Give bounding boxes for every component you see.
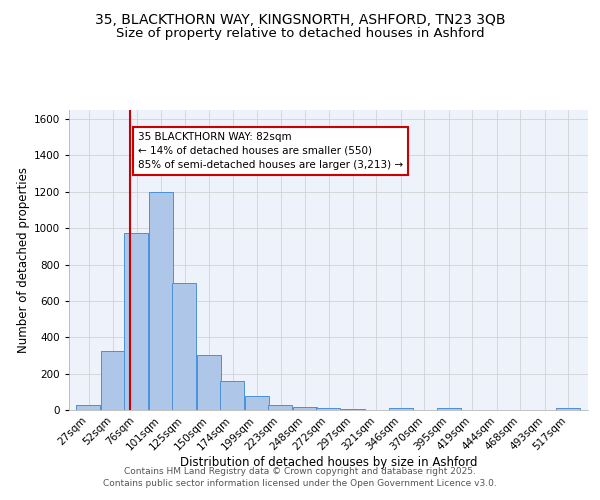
Bar — [76, 406, 100, 410]
Bar — [172, 282, 196, 410]
Text: 35 BLACKTHORN WAY: 82sqm
← 14% of detached houses are smaller (550)
85% of semi-: 35 BLACKTHORN WAY: 82sqm ← 14% of detach… — [138, 132, 403, 170]
Bar — [556, 408, 580, 410]
X-axis label: Distribution of detached houses by size in Ashford: Distribution of detached houses by size … — [180, 456, 477, 469]
Bar — [101, 351, 125, 410]
Bar — [245, 396, 269, 410]
Bar — [437, 408, 461, 410]
Text: Size of property relative to detached houses in Ashford: Size of property relative to detached ho… — [116, 28, 484, 40]
Bar — [389, 408, 413, 410]
Bar — [268, 404, 292, 410]
Text: 35, BLACKTHORN WAY, KINGSNORTH, ASHFORD, TN23 3QB: 35, BLACKTHORN WAY, KINGSNORTH, ASHFORD,… — [95, 12, 505, 26]
Y-axis label: Number of detached properties: Number of detached properties — [17, 167, 29, 353]
Bar — [124, 232, 148, 410]
Bar — [293, 408, 317, 410]
Text: Contains HM Land Registry data © Crown copyright and database right 2025.
Contai: Contains HM Land Registry data © Crown c… — [103, 466, 497, 487]
Bar — [316, 408, 340, 410]
Bar — [341, 409, 365, 410]
Bar — [197, 354, 221, 410]
Bar — [149, 192, 173, 410]
Bar — [220, 381, 244, 410]
